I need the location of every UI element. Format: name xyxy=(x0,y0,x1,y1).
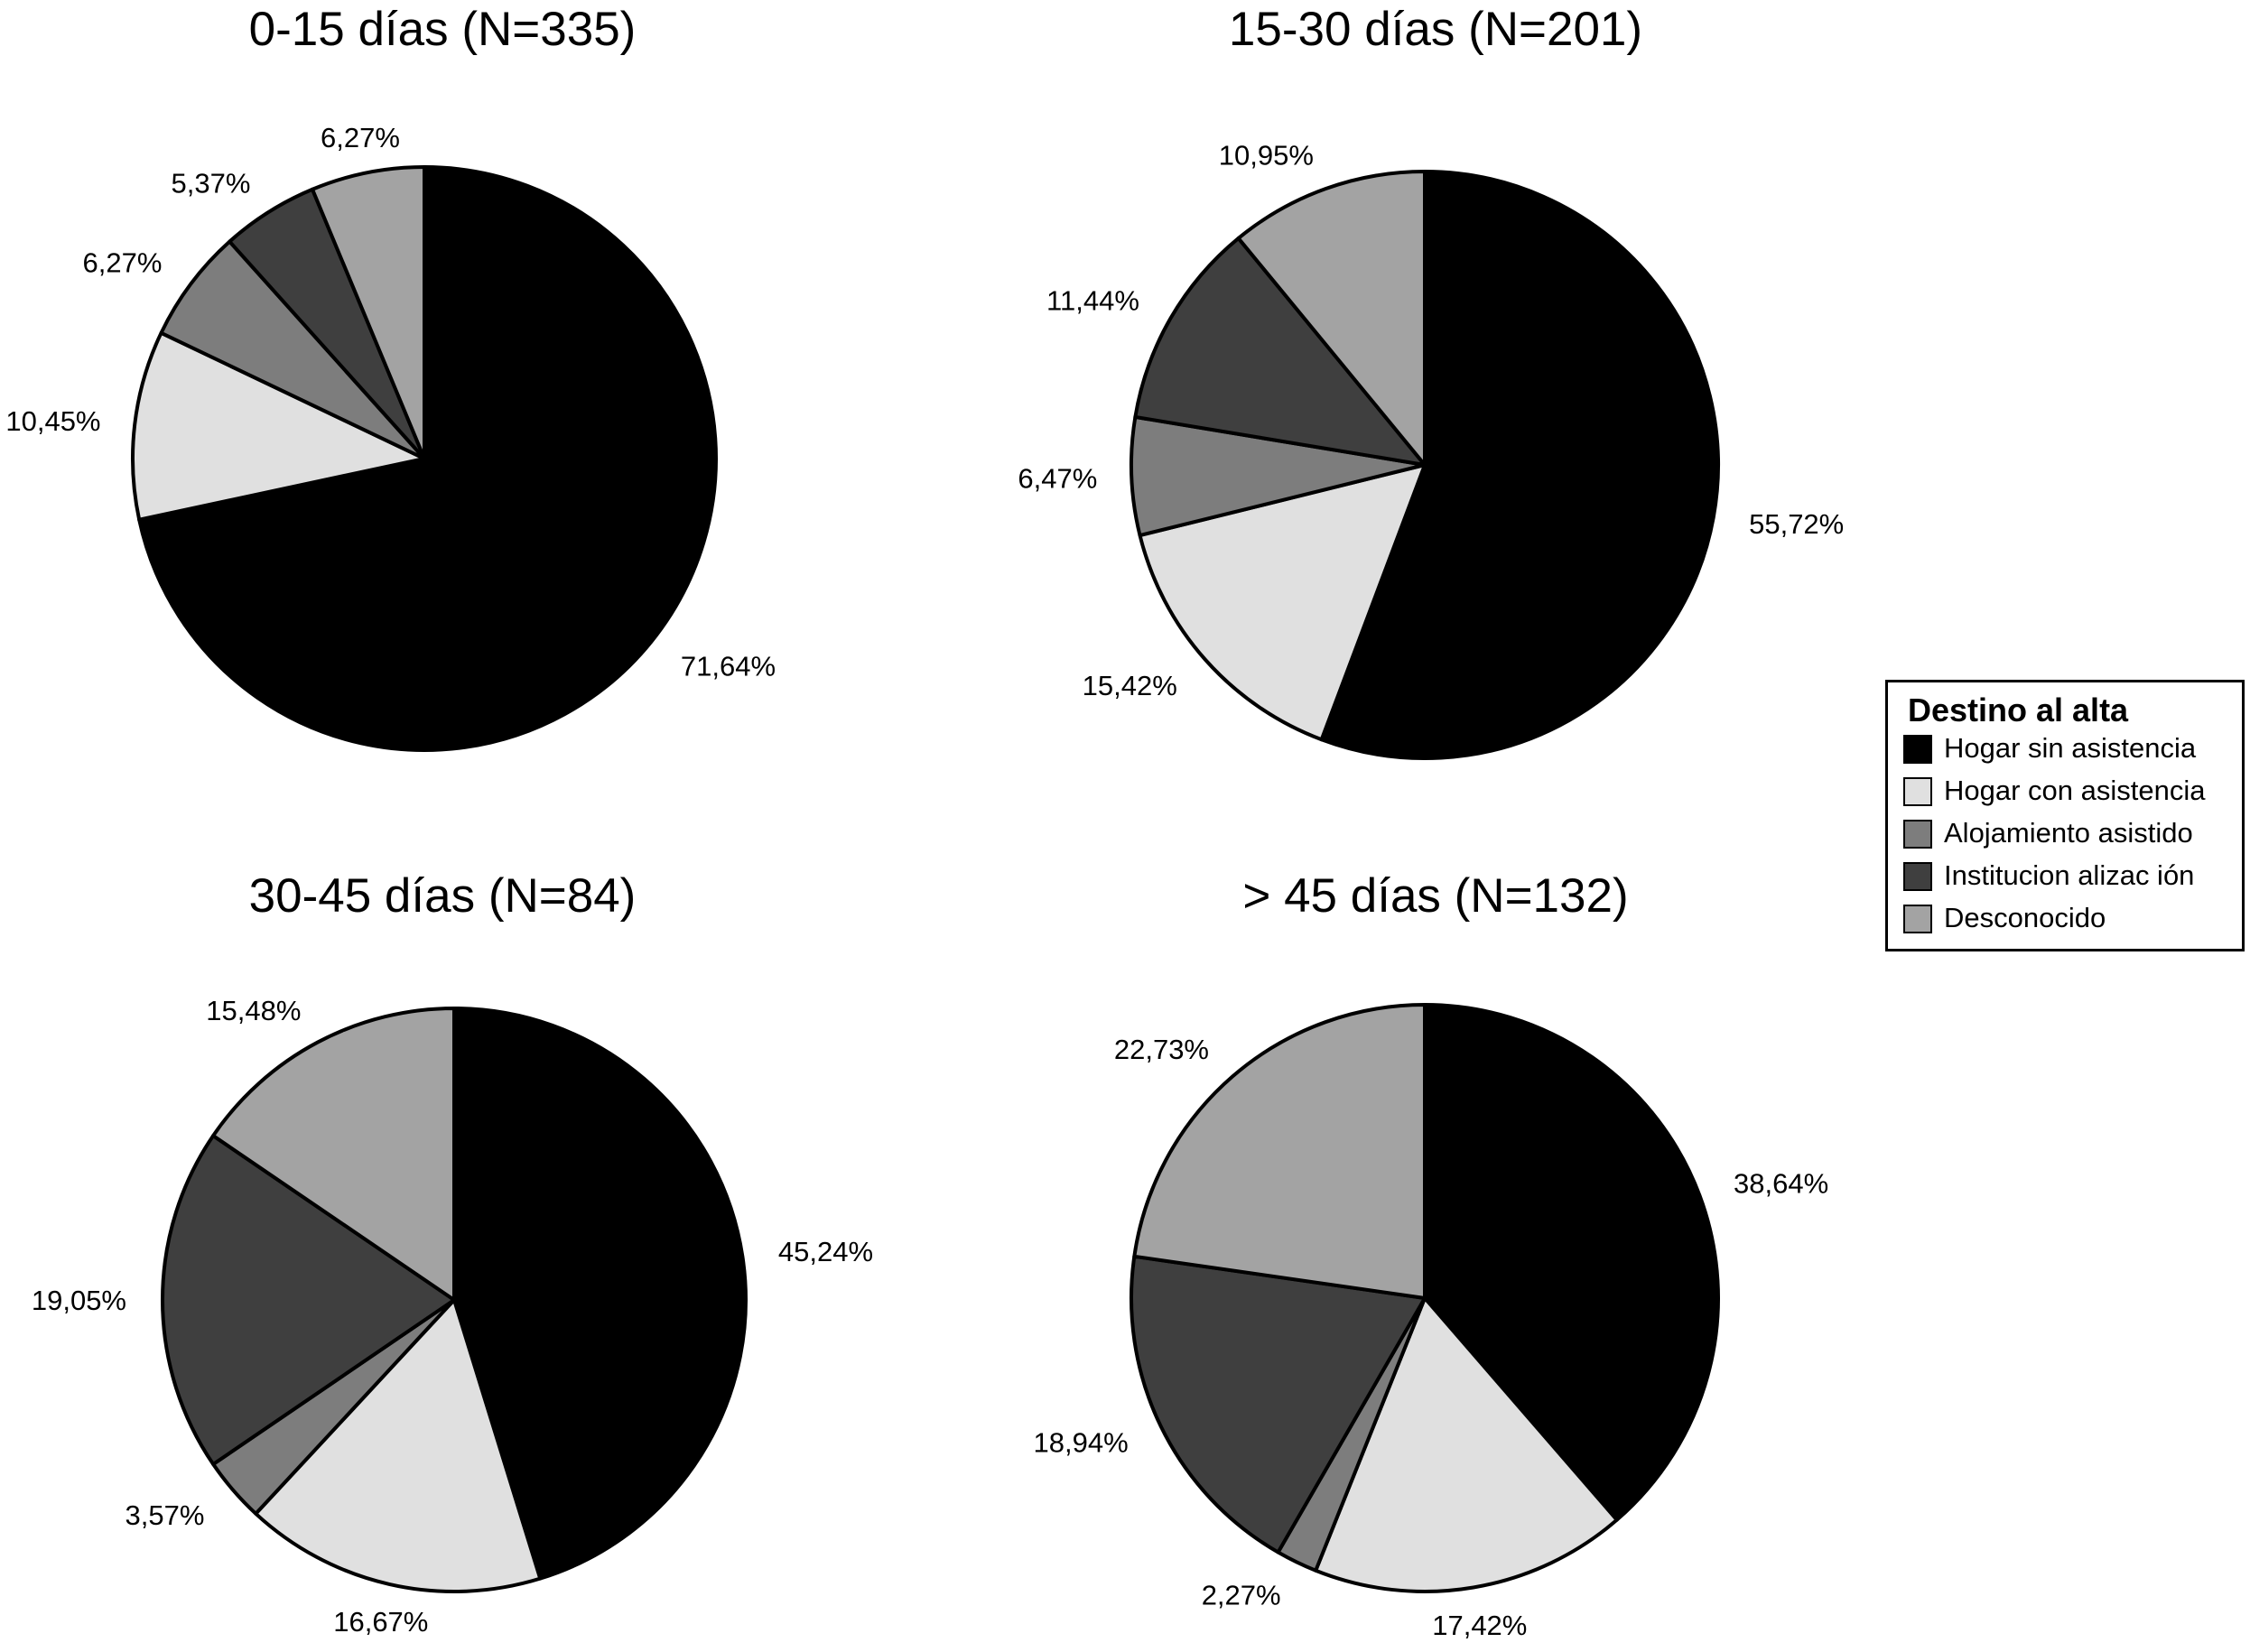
legend-swatch xyxy=(1903,905,1932,933)
pie-slice xyxy=(452,1007,748,1581)
legend-swatch xyxy=(1903,820,1932,849)
slice-percent-label: 38,64% xyxy=(1734,1168,1828,1200)
slice-percent-label: 22,73% xyxy=(1114,1034,1209,1065)
pie-slice xyxy=(1314,1296,1619,1593)
pies-layer: 71,64% 10,45% 6,27% 5,37% 6,27% 55,72% 15,42% 6… xyxy=(5,122,1844,1641)
slice-percent-label: 17,42% xyxy=(1432,1610,1527,1641)
slice-percent-label: 6,47% xyxy=(1018,462,1097,494)
pie-chart-2: 45,24% 16,67% 3,57% 19,05% 15,48% xyxy=(32,995,873,1638)
slice-percent-label: 10,45% xyxy=(5,405,100,437)
pie-slice xyxy=(1132,1003,1427,1300)
pie-slice xyxy=(1130,1254,1427,1555)
slice-percent-label: 6,27% xyxy=(82,247,162,279)
slice-percent-label: 71,64% xyxy=(681,651,776,682)
pie-slice xyxy=(1138,463,1427,742)
slice-percent-label: 5,37% xyxy=(171,168,250,200)
pie-slice xyxy=(131,330,426,522)
pie-chart-1: 55,72% 15,42% 6,47% 11,44% 10,95% xyxy=(1018,139,1844,760)
slice-percent-label: 15,48% xyxy=(206,995,301,1026)
pie-slice xyxy=(137,165,718,752)
pie-slice xyxy=(254,1298,543,1593)
chart-title-15-30: 15-30 días (N=201) xyxy=(1229,3,1642,56)
legend-title: Destino al alta xyxy=(1908,691,2129,729)
slice-percent-label: 18,94% xyxy=(1034,1427,1129,1459)
legend-label: Alojamiento asistido xyxy=(1944,817,2193,849)
pie-slice xyxy=(1319,170,1720,760)
legend-label: Desconocido xyxy=(1944,902,2106,933)
slice-percent-label: 45,24% xyxy=(778,1236,873,1267)
chart-title-0-15: 0-15 días (N=335) xyxy=(249,3,637,56)
slice-percent-label: 10,95% xyxy=(1219,139,1314,171)
pie-slice xyxy=(1130,414,1427,538)
legend-swatch xyxy=(1903,862,1932,891)
legend: Destino al alta Hogar sin asistencia Hog… xyxy=(1885,680,2245,951)
pie-slice xyxy=(1133,236,1427,467)
pie-slice xyxy=(211,1007,456,1302)
slice-percent-label: 15,42% xyxy=(1083,670,1177,701)
chart-title-over-45: > 45 días (N=132) xyxy=(1242,869,1628,923)
pie-slice xyxy=(1423,1003,1720,1522)
pie-chart-0: 71,64% 10,45% 6,27% 5,37% 6,27% xyxy=(5,122,776,752)
legend-label: Hogar sin asistencia xyxy=(1944,732,2197,764)
slice-percent-label: 2,27% xyxy=(1202,1579,1281,1610)
slice-percent-label: 11,44% xyxy=(1046,285,1139,317)
pie-slice xyxy=(159,239,426,460)
legend-label: Institucion alizac ión xyxy=(1944,859,2195,891)
pie-slice xyxy=(1236,170,1427,467)
chart-title-30-45: 30-45 días (N=84) xyxy=(249,869,637,923)
legend-swatch xyxy=(1903,735,1932,764)
legend-label: Hogar con asistencia xyxy=(1944,775,2206,806)
slice-percent-label: 16,67% xyxy=(333,1606,428,1638)
slice-percent-label: 19,05% xyxy=(32,1285,126,1316)
pie-slice xyxy=(161,1134,456,1466)
legend-swatch xyxy=(1903,777,1932,806)
pie-slice xyxy=(311,165,426,460)
pie-chart-3: 38,64% 17,42% 2,27% 18,94% 22,73% xyxy=(1034,1003,1828,1641)
slice-percent-label: 55,72% xyxy=(1749,508,1844,540)
slice-percent-label: 3,57% xyxy=(125,1499,204,1531)
slice-percent-label: 6,27% xyxy=(321,122,400,153)
